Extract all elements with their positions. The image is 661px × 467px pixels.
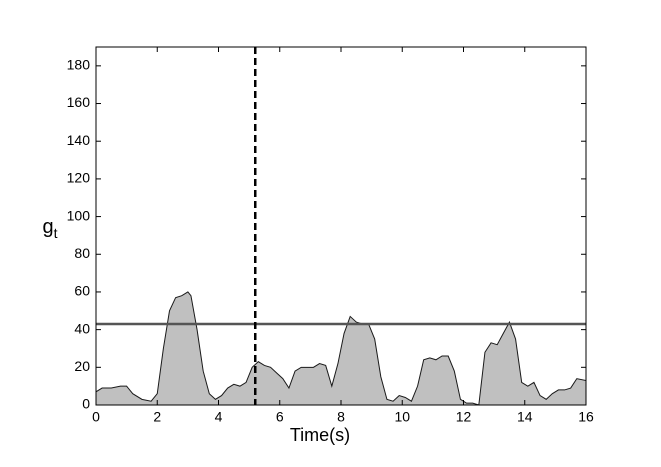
y-tick-label: 40: [74, 320, 90, 336]
y-tick-label: 180: [67, 57, 91, 73]
x-tick-label: 12: [456, 409, 472, 425]
y-label-main: g: [42, 216, 53, 238]
y-tick-label: 0: [82, 396, 90, 412]
y-tick-label: 100: [67, 207, 91, 223]
y-tick-label: 20: [74, 358, 90, 374]
x-tick-label: 14: [517, 409, 533, 425]
area: [95, 291, 587, 406]
x-tick-label: 2: [153, 409, 161, 425]
x-tick-label: 0: [92, 409, 100, 425]
y-tick-label: 60: [74, 283, 90, 299]
x-tick-label: 10: [394, 409, 410, 425]
x-tick-label: 8: [337, 409, 345, 425]
y-tick-label: 120: [67, 170, 91, 186]
y-label-subscript: t: [54, 225, 58, 241]
y-tick-label: 80: [74, 245, 90, 261]
y-tick-label: 160: [67, 94, 91, 110]
x-axis-label: Time(s): [290, 425, 350, 445]
y-tick-label: 140: [67, 132, 91, 148]
y-axis-label: gt: [42, 216, 57, 240]
x-tick-label: 6: [276, 409, 284, 425]
x-tick-label: 4: [215, 409, 223, 425]
x-tick-label: 16: [578, 409, 594, 425]
